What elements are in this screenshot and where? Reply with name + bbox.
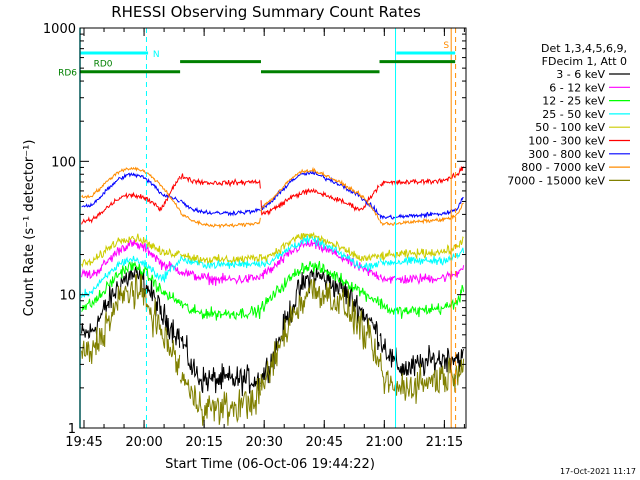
series-path-8 [81,166,464,230]
legend-header-decimation: FDecim 1, Att 0 [542,55,627,68]
legend-label-2: 6 - 12 keV [549,81,605,94]
legend-label-9: 7000 - 15000 keV [507,174,605,187]
series-path-1 [81,265,465,397]
series-line-4 [81,234,465,298]
y-axis: 1 10 100 1000 [43,22,466,437]
annotation-layer: RD6 RD0 N S [58,28,457,428]
series-path-4 [81,234,465,298]
series-line-8 [81,166,464,230]
series-line-6 [81,166,464,225]
series-path-9 [81,273,465,426]
series-line-7 [81,169,464,220]
x-axis-label: Start Time (06-Oct-06 19:44:22) [165,457,375,472]
series-path-6 [81,166,464,225]
y-tick-label: 10 [59,289,76,304]
x-tick-label: 20:45 [306,435,343,450]
series-layer [81,166,465,426]
legend-label-5: 50 - 100 keV [535,121,605,134]
legend-label-8: 800 - 7000 keV [521,161,605,174]
legend-label-7: 300 - 800 keV [528,148,605,161]
y-tick-label: 1000 [43,22,76,37]
legend: Det 1,3,4,5,6,9, FDecim 1, Att 0 3 - 6 k… [507,42,630,187]
legend-label-6: 100 - 300 keV [528,135,605,148]
series-line-1 [81,265,465,397]
y-tick-label: 1 [68,422,76,437]
x-tick-label: 20:00 [125,435,162,450]
series-line-3 [81,260,465,321]
rd6-label: RD6 [58,69,77,79]
legend-label-1: 3 - 6 keV [556,68,605,81]
x-tick-label: 20:30 [245,435,282,450]
series-line-5 [81,231,464,268]
plot-frame [79,27,467,429]
legend-label-4: 25 - 50 keV [542,108,605,121]
legend-header-detectors: Det 1,3,4,5,6,9, [541,42,627,55]
series-path-3 [81,260,465,321]
x-tick-label: 21:00 [366,435,403,450]
series-path-5 [81,231,464,268]
s-label: S [443,41,449,51]
legend-label-3: 12 - 25 keV [542,95,605,108]
n-label: N [153,50,160,60]
x-axis: 19:45 20:00 20:15 20:30 20:45 21:00 21:15 [65,28,465,450]
date-stamp: 17-Oct-2021 11:17 [560,467,636,476]
series-line-9 [81,273,465,426]
rd0-label: RD0 [94,60,113,70]
chart-title: RHESSI Observing Summary Count Rates [111,3,421,21]
x-tick-label: 21:15 [426,435,463,450]
x-tick-label: 19:45 [65,435,102,450]
x-tick-label: 20:15 [185,435,222,450]
y-tick-label: 100 [51,155,76,170]
series-path-7 [81,169,464,220]
y-axis-label: Count Rate (s⁻¹ detector⁻¹) [22,140,37,317]
